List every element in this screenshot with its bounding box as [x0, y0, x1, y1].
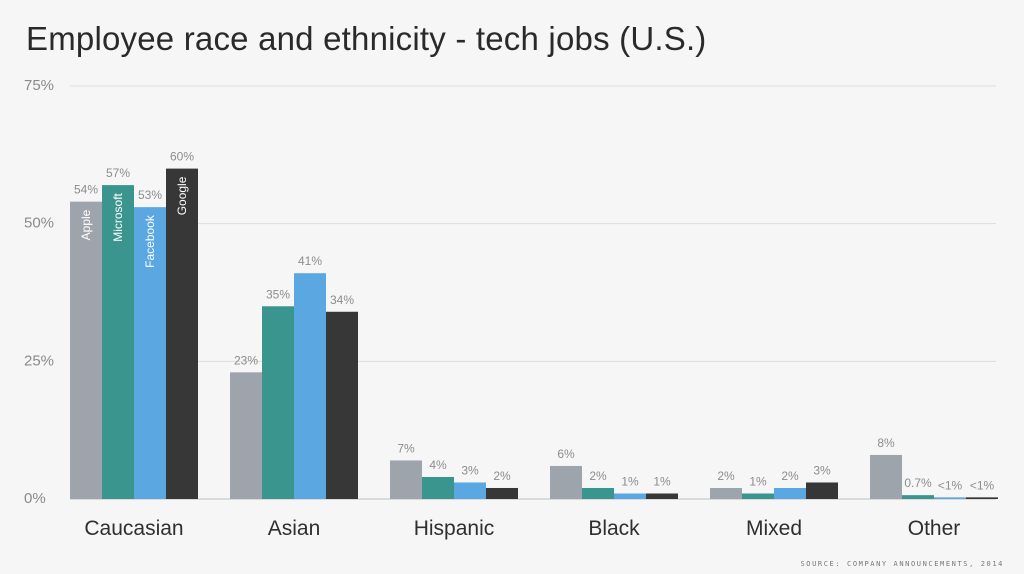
data-label: 54%	[74, 183, 98, 197]
data-label: 34%	[330, 293, 354, 307]
x-tick-label: Black	[588, 517, 640, 540]
data-label: 2%	[781, 469, 799, 483]
data-label: 53%	[138, 188, 162, 202]
y-tick-label: 25%	[24, 352, 54, 369]
data-label: 0.7%	[904, 476, 932, 490]
bar	[230, 372, 262, 499]
x-tick-label: Other	[908, 517, 961, 540]
x-tick-label: Mixed	[746, 517, 802, 540]
bar	[646, 493, 678, 499]
bar	[934, 497, 966, 499]
bar	[166, 168, 198, 499]
data-label: 35%	[266, 287, 290, 301]
bar	[614, 493, 646, 499]
bar	[70, 201, 102, 499]
data-label: 3%	[461, 463, 479, 477]
bar	[262, 306, 294, 499]
series-label: Facebook	[143, 214, 157, 268]
bar	[806, 482, 838, 499]
bar	[102, 185, 134, 499]
data-label: 2%	[493, 469, 511, 483]
x-tick-label: Hispanic	[414, 517, 495, 540]
x-tick-label: Caucasian	[84, 517, 183, 540]
y-tick-label: 50%	[24, 215, 54, 232]
bar	[454, 482, 486, 499]
data-label: 6%	[557, 447, 575, 461]
data-label: 41%	[298, 254, 322, 268]
series-label: Microsoft	[111, 192, 125, 241]
bar	[710, 487, 742, 499]
bar	[550, 465, 582, 499]
data-label: 7%	[397, 441, 415, 455]
y-tick-label: 0%	[24, 490, 46, 507]
data-label: 60%	[170, 150, 194, 164]
data-label: 1%	[621, 474, 639, 488]
bar	[742, 493, 774, 499]
bar	[870, 454, 902, 499]
bar	[134, 207, 166, 499]
bar	[422, 476, 454, 499]
data-label: 1%	[749, 474, 767, 488]
data-label: <1%	[938, 478, 963, 492]
bar	[582, 487, 614, 499]
bar	[966, 497, 998, 499]
y-tick-label: 75%	[24, 77, 54, 94]
data-label: 23%	[234, 353, 258, 367]
data-label: 4%	[429, 458, 447, 472]
data-label: 57%	[106, 166, 130, 180]
x-tick-label: Asian	[268, 517, 321, 540]
bar	[294, 273, 326, 499]
series-label: Google	[175, 176, 189, 215]
data-label: 1%	[653, 474, 671, 488]
bar	[390, 460, 422, 499]
data-label: 3%	[813, 463, 831, 477]
bar	[326, 311, 358, 499]
data-label: 2%	[717, 469, 735, 483]
source-note: SOURCE: COMPANY ANNOUNCEMENTS, 2014	[800, 560, 1004, 568]
data-label: 8%	[877, 436, 895, 450]
data-label: <1%	[970, 478, 995, 492]
bar	[486, 487, 518, 499]
data-label: 2%	[589, 469, 607, 483]
bar	[774, 487, 806, 499]
chart-title: Employee race and ethnicity - tech jobs …	[26, 20, 707, 57]
bar	[902, 495, 934, 499]
series-label: Apple	[79, 209, 93, 240]
